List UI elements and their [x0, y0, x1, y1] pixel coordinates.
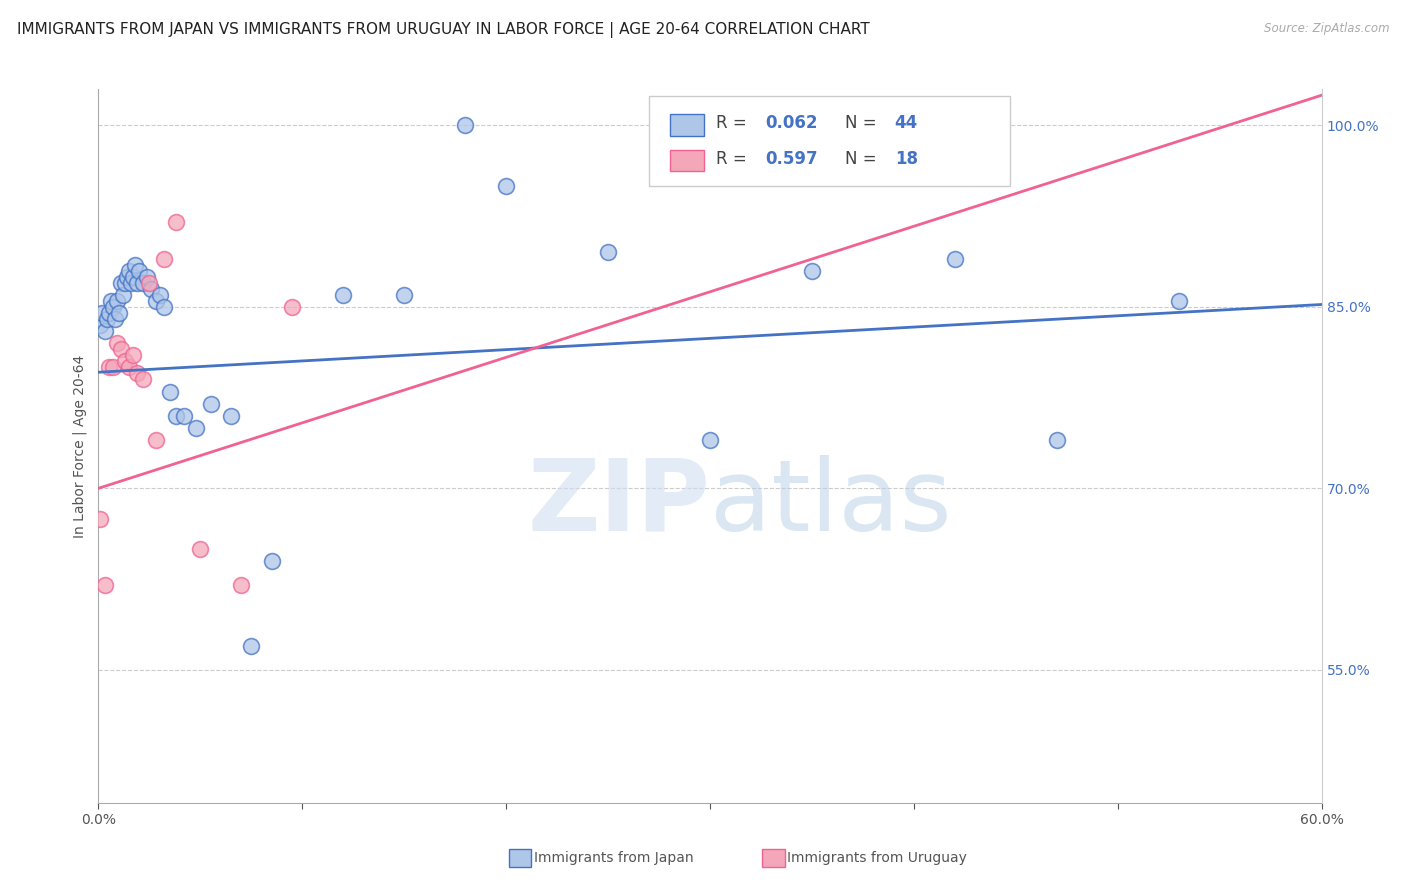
- Point: [120, 276, 142, 290]
- Point: [138, 276, 160, 290]
- Text: R =: R =: [716, 150, 752, 168]
- Text: 0.597: 0.597: [765, 150, 818, 168]
- Point: [118, 263, 141, 277]
- Point: [111, 288, 134, 302]
- Point: [332, 288, 354, 302]
- Text: Source: ZipAtlas.com: Source: ZipAtlas.com: [1264, 22, 1389, 36]
- Point: [145, 293, 167, 308]
- Point: [127, 276, 149, 290]
- Point: [132, 372, 155, 386]
- Point: [136, 269, 159, 284]
- Point: [943, 252, 966, 266]
- Point: [152, 252, 174, 266]
- Point: [114, 276, 136, 290]
- Point: [260, 554, 283, 568]
- Point: [165, 409, 187, 423]
- Point: [127, 367, 149, 381]
- Point: [97, 360, 120, 375]
- Point: [96, 312, 118, 326]
- Point: [115, 269, 138, 284]
- Point: [110, 343, 132, 357]
- Point: [281, 300, 304, 314]
- Point: [141, 282, 163, 296]
- Text: IMMIGRANTS FROM JAPAN VS IMMIGRANTS FROM URUGUAY IN LABOR FORCE | AGE 20-64 CORR: IMMIGRANTS FROM JAPAN VS IMMIGRANTS FROM…: [17, 22, 870, 38]
- Text: ZIP: ZIP: [527, 455, 710, 551]
- Point: [108, 306, 131, 320]
- Point: [801, 263, 824, 277]
- Point: [1167, 293, 1189, 308]
- Point: [114, 354, 136, 368]
- Point: [152, 300, 174, 314]
- Point: [122, 269, 145, 284]
- Point: [699, 433, 721, 447]
- Point: [231, 578, 253, 592]
- Point: [240, 639, 263, 653]
- Text: R =: R =: [716, 114, 752, 132]
- Point: [165, 215, 187, 229]
- Text: Immigrants from Uruguay: Immigrants from Uruguay: [787, 851, 967, 865]
- Text: 18: 18: [894, 150, 918, 168]
- Text: N =: N =: [845, 114, 882, 132]
- Point: [128, 263, 150, 277]
- Text: N =: N =: [845, 150, 882, 168]
- Point: [89, 511, 111, 525]
- Point: [97, 306, 120, 320]
- Point: [454, 119, 477, 133]
- Point: [173, 409, 195, 423]
- Point: [219, 409, 242, 423]
- Point: [122, 348, 145, 362]
- Point: [110, 276, 132, 290]
- Point: [392, 288, 416, 302]
- Point: [101, 360, 124, 375]
- Point: [105, 293, 128, 308]
- Point: [495, 178, 517, 193]
- Point: [186, 421, 208, 435]
- FancyBboxPatch shape: [669, 150, 704, 171]
- Point: [104, 312, 127, 326]
- Point: [105, 336, 128, 351]
- FancyBboxPatch shape: [669, 114, 704, 136]
- Point: [200, 397, 222, 411]
- Text: 44: 44: [894, 114, 918, 132]
- Text: atlas: atlas: [710, 455, 952, 551]
- Point: [93, 324, 115, 338]
- Y-axis label: In Labor Force | Age 20-64: In Labor Force | Age 20-64: [73, 354, 87, 538]
- Point: [149, 288, 172, 302]
- Point: [101, 300, 124, 314]
- Point: [124, 258, 146, 272]
- Point: [93, 578, 115, 592]
- Point: [118, 360, 141, 375]
- Point: [132, 276, 155, 290]
- Point: [598, 245, 620, 260]
- Point: [89, 318, 111, 332]
- Point: [159, 384, 181, 399]
- Point: [188, 541, 212, 556]
- Point: [145, 433, 167, 447]
- FancyBboxPatch shape: [650, 96, 1010, 186]
- Point: [100, 293, 122, 308]
- Point: [91, 306, 114, 320]
- Text: Immigrants from Japan: Immigrants from Japan: [534, 851, 695, 865]
- Point: [1045, 433, 1069, 447]
- Text: 0.062: 0.062: [765, 114, 817, 132]
